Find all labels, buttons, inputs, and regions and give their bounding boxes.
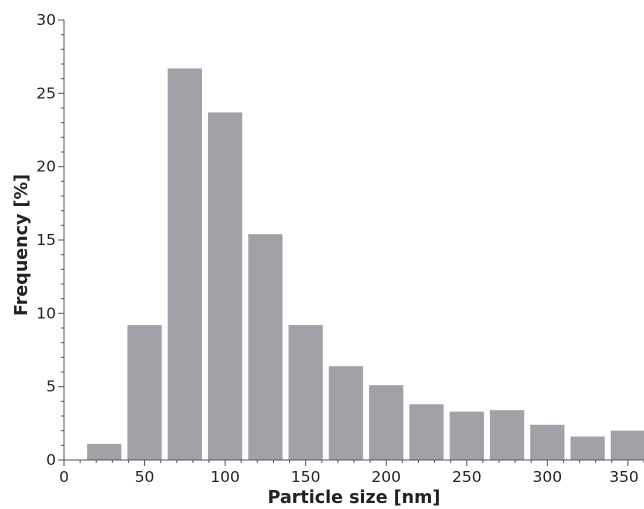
y-tick-label: 5 [46, 378, 56, 396]
bar [167, 68, 202, 461]
y-ticks-group: 0 5 10 15 20 25 30 [36, 11, 64, 469]
bar [530, 424, 565, 460]
y-axis-title: Frequency [%] [12, 174, 32, 316]
y-tick-label: 20 [36, 158, 56, 176]
x-axis-title: Particle size [nm] [268, 488, 441, 508]
bars-group [87, 68, 644, 461]
bar [409, 404, 444, 460]
bar [610, 430, 644, 460]
bar [489, 410, 525, 460]
bar [248, 234, 283, 460]
bar [207, 112, 243, 461]
x-tick-label: 150 [291, 468, 321, 486]
bar [570, 436, 605, 460]
y-tick-label: 15 [36, 231, 56, 249]
y-tick-label: 30 [36, 11, 56, 29]
y-tick-label: 0 [46, 451, 56, 469]
x-tick-label: 250 [452, 468, 482, 486]
bar [288, 325, 323, 460]
x-tick-label: 200 [371, 468, 401, 486]
x-tick-label: 0 [59, 468, 69, 486]
x-tick-label: 350 [609, 468, 639, 486]
y-tick-label: 25 [36, 84, 56, 102]
x-tick-label: 100 [210, 468, 240, 486]
bar [87, 443, 122, 460]
bar [328, 366, 364, 460]
bar [369, 385, 404, 460]
bar [127, 325, 162, 460]
x-tick-label: 300 [533, 468, 563, 486]
x-tick-label: 50 [135, 468, 155, 486]
x-ticks-group: 0 50 100 150 200 250 300 350 [59, 460, 644, 486]
y-tick-label: 10 [36, 304, 56, 322]
bar [449, 411, 484, 460]
